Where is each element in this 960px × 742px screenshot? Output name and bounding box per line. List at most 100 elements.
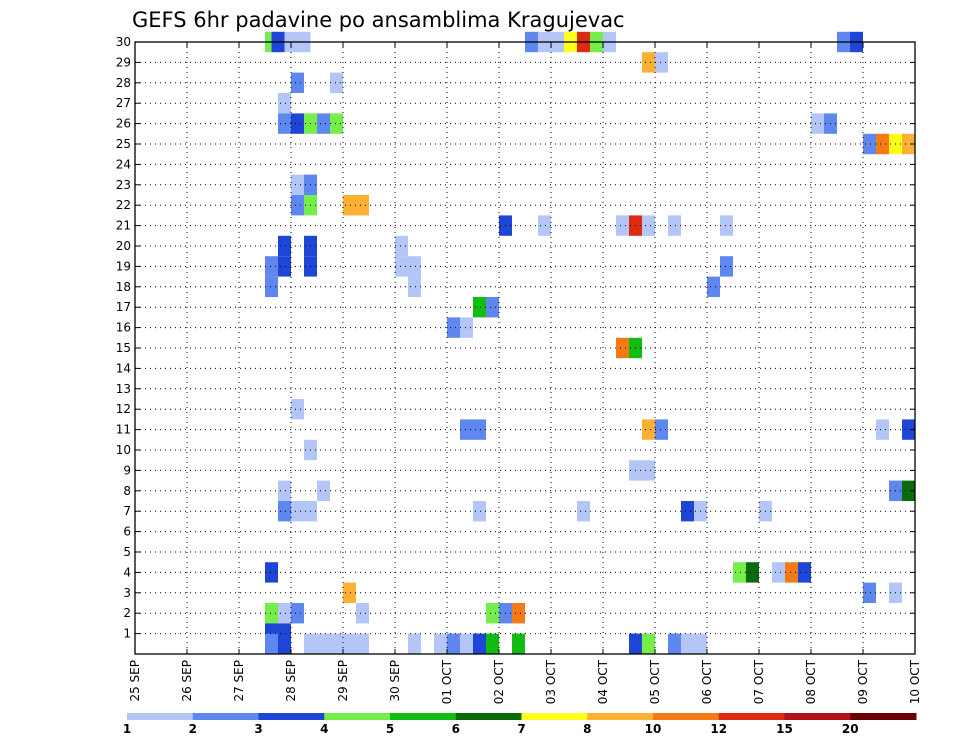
colorbar-swatch — [653, 713, 720, 720]
colorbar-swatch — [587, 713, 654, 720]
heatmap-cell — [616, 215, 629, 236]
heatmap-cell — [343, 195, 356, 216]
x-tick-label: 26 SEP — [180, 660, 194, 702]
heatmap-cell — [902, 480, 915, 501]
x-tick-label: 08 OCT — [804, 659, 818, 704]
heatmap-cell — [512, 603, 525, 624]
y-tick-label: 1 — [123, 627, 131, 641]
y-tick-label: 17 — [116, 300, 131, 314]
y-tick-label: 19 — [116, 259, 131, 273]
x-tick-label: 25 SEP — [128, 660, 142, 702]
heatmap-cell — [330, 72, 343, 93]
heatmap-cell — [616, 337, 629, 359]
heatmap-cell — [746, 562, 759, 583]
heatmap-cell — [694, 633, 707, 654]
heatmap-cell — [291, 603, 304, 624]
heatmap-cell — [447, 317, 460, 338]
heatmap-cell — [291, 399, 304, 420]
heatmap-cell — [668, 215, 681, 236]
heatmap-cell — [460, 633, 473, 654]
heatmap-cell — [278, 633, 291, 654]
colorbar-swatch — [455, 713, 522, 720]
x-axis-ticks: 25 SEP 26 SEP 27 SEP 28 SEP 29 SEP 30 SEP 01 O… — [128, 42, 922, 704]
heatmap-cell — [473, 419, 486, 440]
y-tick-label: 23 — [116, 178, 131, 192]
heatmap-cell — [408, 256, 421, 277]
heatmap-cell — [408, 276, 421, 297]
x-tick-label: 05 OCT — [648, 659, 662, 704]
heatmap-cell — [538, 215, 551, 236]
y-tick-label: 15 — [116, 341, 131, 355]
chart-title: GEFS 6hr padavine po ansamblima Kragujev… — [132, 8, 625, 32]
y-tick-label: 29 — [116, 55, 131, 69]
colorbar-label: 6 — [452, 722, 460, 736]
x-tick-label: 06 OCT — [700, 659, 714, 704]
heatmap-cell — [291, 113, 304, 134]
heatmap-cell — [317, 113, 330, 134]
heatmap-cell — [798, 562, 811, 583]
x-tick-label: 09 OCT — [856, 659, 870, 704]
heatmap-cell — [291, 501, 304, 522]
heatmap-cell — [356, 603, 369, 624]
x-tick-label: 07 OCT — [752, 659, 766, 704]
y-tick-label: 30 — [116, 35, 131, 49]
heatmap-cell — [486, 633, 499, 654]
heatmap-cell — [720, 215, 733, 236]
y-tick-label: 27 — [116, 96, 131, 110]
heatmap-cell — [278, 256, 291, 277]
heatmap-cell — [811, 113, 824, 134]
heatmap-cell — [447, 633, 460, 654]
heatmap-cell — [317, 633, 330, 654]
heatmap-cell — [330, 633, 343, 654]
colorbar: 1 2 3 4 5 6 7 8 10 12 15 20 — [123, 713, 917, 736]
colorbar-label: 7 — [517, 722, 525, 736]
heatmap-cell — [629, 633, 642, 654]
heatmap-cell — [278, 113, 291, 134]
x-tick-label: 29 SEP — [336, 660, 350, 702]
heatmap-cell — [902, 419, 915, 440]
y-tick-label: 9 — [123, 463, 131, 477]
colorbar-label: 3 — [254, 722, 262, 736]
colorbar-swatch — [521, 713, 588, 720]
y-tick-label: 11 — [116, 423, 131, 437]
heatmap-cell — [265, 276, 278, 297]
y-tick-label: 25 — [116, 137, 131, 151]
heatmap-cell — [681, 501, 694, 522]
colorbar-label: 10 — [645, 722, 662, 736]
heatmap-cell — [577, 501, 590, 522]
heatmap-cell — [265, 562, 278, 583]
heatmap-cells — [265, 31, 915, 654]
heatmap-cell — [486, 603, 499, 624]
colorbar-label: 12 — [710, 722, 727, 736]
heatmap-cell — [278, 93, 291, 114]
y-tick-label: 24 — [116, 157, 131, 171]
heatmap-cell — [642, 633, 655, 654]
colorbar-label: 20 — [842, 722, 859, 736]
colorbar-swatch — [850, 713, 917, 720]
heatmap-cell — [642, 419, 655, 440]
colorbar-swatch — [192, 713, 259, 720]
colorbar-swatch — [390, 713, 457, 720]
heatmap-cell — [681, 633, 694, 654]
heatmap-cell — [278, 235, 291, 257]
x-tick-label: 10 OCT — [908, 659, 922, 704]
y-tick-label: 16 — [116, 321, 131, 335]
heatmap-cell — [486, 297, 499, 318]
heatmap-cell — [408, 633, 421, 654]
colorbar-swatch — [784, 713, 851, 720]
heatmap-cell — [356, 633, 369, 654]
heatmap-cell — [304, 633, 317, 654]
heatmap-cell — [473, 501, 486, 522]
y-tick-label: 5 — [123, 545, 131, 559]
x-tick-label: 01 OCT — [440, 659, 454, 704]
colorbar-swatch — [324, 713, 391, 720]
heatmap-cell — [642, 215, 655, 236]
heatmap-cell — [785, 562, 798, 583]
x-tick-label: 30 SEP — [388, 660, 402, 702]
heatmap-cell — [512, 633, 525, 654]
y-tick-label: 14 — [116, 361, 131, 375]
colorbar-swatch — [258, 713, 325, 720]
y-tick-label: 28 — [116, 76, 131, 90]
heatmap-cell — [317, 480, 330, 501]
